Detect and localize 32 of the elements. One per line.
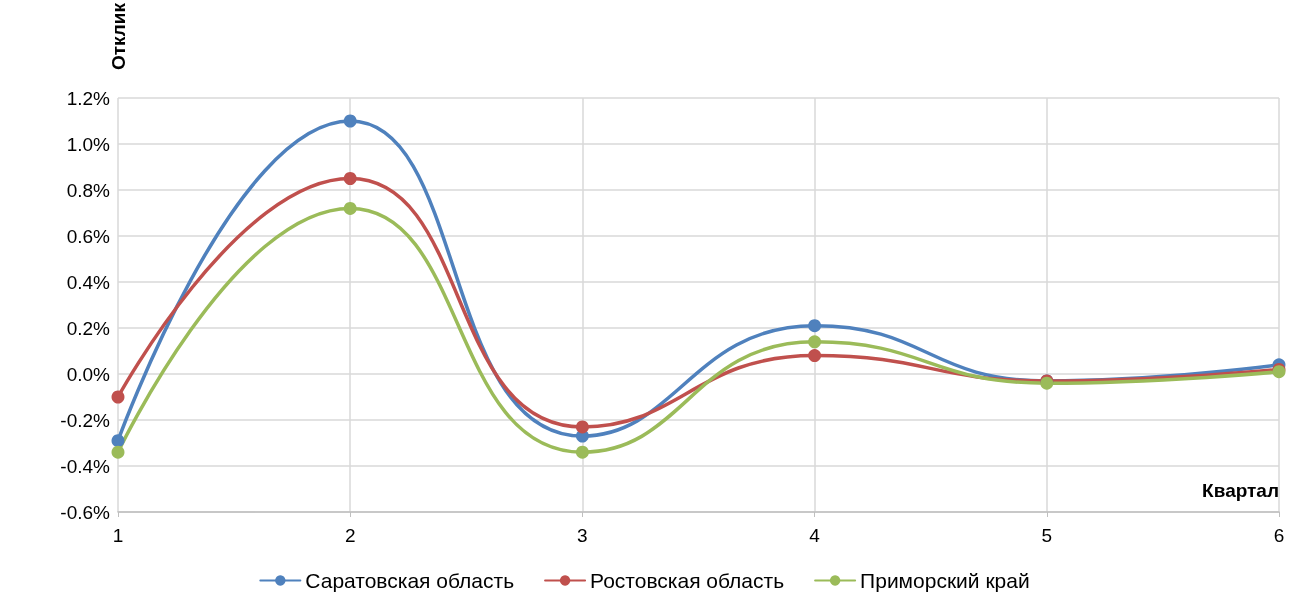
point	[808, 319, 822, 333]
x-tick-label: 6	[1273, 525, 1285, 546]
y-tick-label: 0.8%	[66, 179, 111, 201]
y-tick-label: -0.2%	[60, 409, 111, 431]
x-tick-label: 2	[344, 525, 356, 546]
x-tick-label: 5	[1041, 525, 1053, 546]
y-tick-label: 1.2%	[66, 87, 111, 109]
y-axis-title: Отклик	[107, 2, 129, 71]
point	[343, 114, 357, 128]
point	[343, 201, 357, 215]
y-tick-label: 0.6%	[66, 225, 111, 247]
y-tick-label: 0.0%	[66, 363, 111, 385]
x-tick-label: 1	[112, 525, 124, 546]
y-tick-label: -0.4%	[60, 455, 111, 477]
point	[343, 172, 357, 185]
x-axis-title: Квартал	[1202, 480, 1279, 501]
point	[111, 434, 125, 448]
legend-label: Саратовская область	[305, 569, 515, 592]
y-tick-label: 1.0%	[66, 133, 111, 155]
x-tick-label: 3	[577, 525, 588, 546]
point	[111, 390, 125, 404]
legend-label: Ростовская область	[590, 569, 785, 592]
legend-label: Приморский край	[860, 569, 1030, 592]
point	[575, 445, 589, 459]
y-tick-label: -0.6%	[60, 501, 111, 523]
point	[111, 445, 125, 459]
point	[575, 420, 589, 434]
y-tick-label: 0.4%	[66, 271, 111, 293]
x-tick-label: 4	[809, 525, 821, 546]
point	[808, 335, 822, 349]
y-tick-label: 0.2%	[66, 317, 111, 339]
point	[808, 349, 822, 363]
